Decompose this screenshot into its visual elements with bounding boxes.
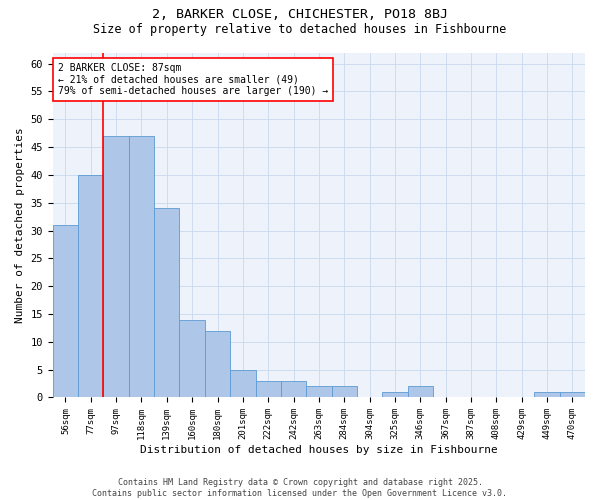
Bar: [53, 225, 78, 398]
Text: 2 BARKER CLOSE: 87sqm
← 21% of detached houses are smaller (49)
79% of semi-deta: 2 BARKER CLOSE: 87sqm ← 21% of detached …: [58, 63, 328, 96]
Text: Contains HM Land Registry data © Crown copyright and database right 2025.
Contai: Contains HM Land Registry data © Crown c…: [92, 478, 508, 498]
Bar: [129, 136, 154, 398]
Bar: [535, 392, 560, 398]
Bar: [382, 392, 407, 398]
Text: Size of property relative to detached houses in Fishbourne: Size of property relative to detached ho…: [94, 22, 506, 36]
Bar: [230, 370, 256, 398]
Bar: [179, 320, 205, 398]
Bar: [103, 136, 129, 398]
Y-axis label: Number of detached properties: Number of detached properties: [15, 127, 25, 323]
Bar: [154, 208, 179, 398]
Bar: [205, 330, 230, 398]
Bar: [78, 175, 103, 398]
Bar: [332, 386, 357, 398]
Bar: [256, 381, 281, 398]
Text: 2, BARKER CLOSE, CHICHESTER, PO18 8BJ: 2, BARKER CLOSE, CHICHESTER, PO18 8BJ: [152, 8, 448, 20]
Bar: [407, 386, 433, 398]
Bar: [306, 386, 332, 398]
Bar: [560, 392, 585, 398]
X-axis label: Distribution of detached houses by size in Fishbourne: Distribution of detached houses by size …: [140, 445, 498, 455]
Bar: [281, 381, 306, 398]
